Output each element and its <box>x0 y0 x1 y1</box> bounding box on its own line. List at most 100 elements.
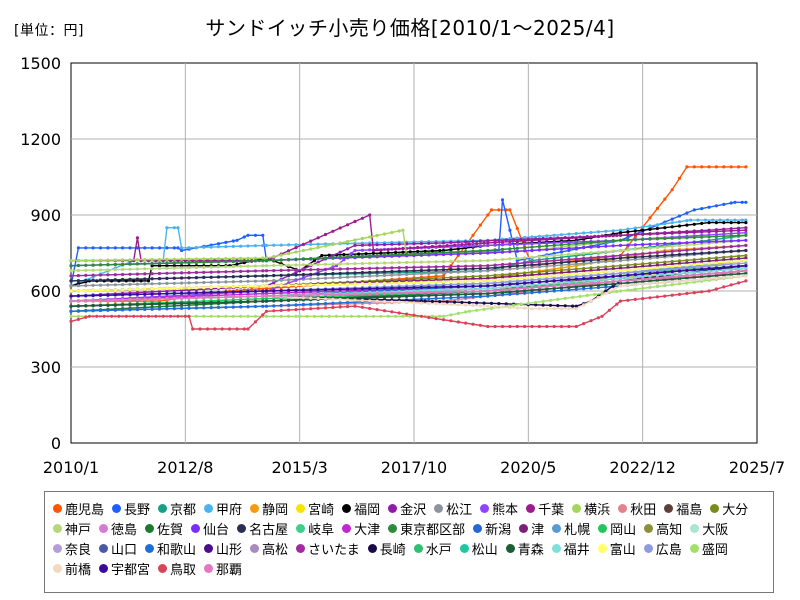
data-point <box>412 269 416 273</box>
data-point <box>346 247 350 251</box>
data-point <box>515 324 519 329</box>
data-point <box>648 251 652 255</box>
data-point <box>143 282 147 286</box>
data-point <box>574 275 578 279</box>
data-point <box>91 273 95 277</box>
data-point <box>224 285 228 289</box>
data-point <box>165 257 169 261</box>
data-point <box>596 234 601 239</box>
data-point <box>301 307 305 311</box>
data-point <box>689 218 693 222</box>
data-point <box>545 237 549 242</box>
data-point <box>596 260 601 264</box>
data-point <box>685 279 689 283</box>
data-point <box>611 269 615 273</box>
data-point <box>559 241 564 245</box>
data-point <box>744 200 748 204</box>
data-point <box>419 260 423 264</box>
data-point <box>338 287 342 291</box>
data-point <box>209 301 213 305</box>
data-point <box>441 268 446 272</box>
data-point <box>464 321 468 325</box>
data-point <box>287 273 291 277</box>
data-point <box>320 253 324 258</box>
data-point <box>305 314 309 318</box>
data-point <box>604 239 608 244</box>
data-point <box>187 261 191 265</box>
data-point <box>578 294 582 298</box>
data-point <box>567 273 571 277</box>
data-point <box>545 274 549 278</box>
data-point <box>582 274 586 278</box>
data-point <box>121 293 125 297</box>
legend-label: 熊本 <box>492 503 519 518</box>
data-point <box>456 279 460 284</box>
data-point <box>246 244 250 248</box>
legend-item: 秋田 <box>618 500 656 518</box>
data-point <box>316 302 320 306</box>
data-point <box>663 242 667 246</box>
data-point <box>390 291 394 295</box>
data-point <box>515 274 519 278</box>
data-point <box>530 270 534 274</box>
data-point <box>150 307 154 311</box>
data-point <box>279 278 283 282</box>
data-point <box>692 252 696 256</box>
data-point <box>239 259 243 263</box>
data-point <box>604 229 608 233</box>
data-point <box>91 268 95 272</box>
data-point <box>157 297 162 301</box>
data-point <box>135 236 139 240</box>
data-point <box>187 301 191 305</box>
data-point <box>663 284 667 288</box>
data-point <box>279 299 283 303</box>
data-point <box>165 246 169 250</box>
data-point <box>707 259 711 263</box>
data-point <box>552 261 556 265</box>
data-point <box>294 263 298 267</box>
data-point <box>663 273 667 277</box>
data-point <box>397 300 401 304</box>
legend-item: 大津 <box>342 520 380 538</box>
data-point <box>545 244 549 248</box>
data-point <box>216 257 221 261</box>
data-point <box>113 268 117 272</box>
legend-item: 京都 <box>158 500 196 518</box>
data-point <box>471 279 475 283</box>
data-point <box>128 287 132 292</box>
data-point <box>523 256 527 260</box>
data-point <box>246 274 250 278</box>
data-point <box>231 280 235 284</box>
data-point <box>231 300 235 304</box>
data-point <box>453 243 457 247</box>
data-point <box>91 263 95 267</box>
data-point <box>685 263 689 267</box>
data-point <box>76 258 80 263</box>
data-point <box>648 246 652 250</box>
data-point <box>150 292 154 296</box>
data-point <box>91 278 95 282</box>
legend-marker <box>99 564 109 573</box>
data-point <box>655 242 660 246</box>
data-point <box>224 290 228 294</box>
data-point <box>641 225 645 229</box>
data-point <box>261 243 265 248</box>
data-point <box>69 289 73 293</box>
data-point <box>331 292 335 297</box>
data-point <box>456 259 460 263</box>
data-point <box>95 314 99 318</box>
data-point <box>157 287 162 291</box>
data-point <box>559 263 564 267</box>
data-point <box>390 300 394 304</box>
data-point <box>84 246 88 250</box>
data-point <box>139 314 143 318</box>
legend-item: 高松 <box>250 540 288 558</box>
data-point <box>677 282 682 286</box>
data-point <box>464 292 468 296</box>
series-34 <box>69 243 748 278</box>
data-point <box>316 306 320 310</box>
data-point <box>69 294 73 298</box>
data-point <box>464 252 468 256</box>
data-point <box>559 271 564 275</box>
